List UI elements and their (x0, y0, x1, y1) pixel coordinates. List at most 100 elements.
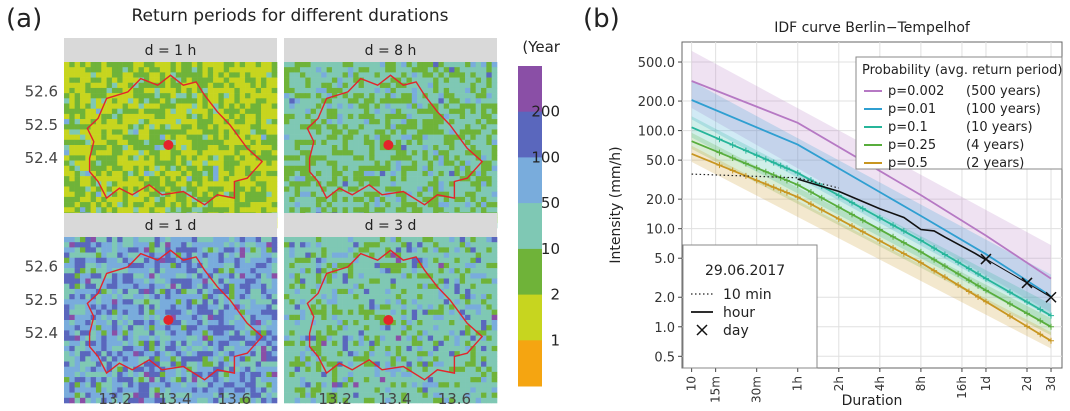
map-cell (117, 237, 123, 243)
map-cell (459, 98, 466, 104)
map-cell (459, 356, 466, 362)
map-cell (427, 181, 434, 187)
map-cell (234, 294, 241, 300)
map-cell (449, 252, 455, 259)
map-cell (143, 387, 150, 393)
map-cell (449, 196, 455, 203)
map-cell (369, 207, 375, 213)
map-cell (305, 356, 311, 362)
map-cell (438, 273, 445, 279)
map-cell (294, 237, 301, 243)
map-cell (347, 181, 354, 187)
map-cell (299, 186, 306, 192)
map-cell (305, 242, 311, 248)
map-cell (218, 278, 225, 284)
map-cell (191, 299, 198, 305)
map-cell (315, 377, 322, 383)
map-cell (239, 98, 246, 104)
map-cell (411, 186, 418, 192)
map-cell (331, 288, 338, 295)
map-cell (353, 72, 359, 78)
map-cell (305, 294, 311, 300)
map-cell (379, 242, 386, 248)
map-cell (369, 335, 375, 342)
map-cell (454, 356, 461, 362)
map-cell (186, 278, 193, 284)
map-cell (417, 186, 423, 192)
map-cell (353, 273, 359, 279)
map-cell (154, 196, 161, 203)
map-cell (197, 165, 203, 172)
map-cell (255, 77, 262, 84)
map-cell (74, 356, 81, 362)
map-cell (390, 145, 397, 151)
map-cell (111, 176, 118, 182)
map-cell (186, 252, 193, 259)
map-cell (159, 87, 166, 94)
map-cell (143, 191, 150, 198)
map-cell (353, 134, 359, 141)
map-cell (138, 93, 145, 99)
map-cell (481, 103, 487, 109)
map-cell (111, 108, 118, 115)
map-cell (459, 288, 466, 295)
map-cell (284, 67, 290, 73)
map-cell (85, 186, 91, 192)
map-cell (159, 119, 166, 125)
map-cell (358, 67, 365, 73)
map-cell (326, 262, 333, 269)
map-cell (289, 145, 295, 151)
map-cell (133, 257, 139, 264)
map-cell (138, 191, 145, 198)
map-cell (85, 268, 91, 274)
map-cell (202, 294, 209, 300)
map-cell (491, 371, 498, 378)
map-cell (395, 160, 402, 167)
map-cell (127, 124, 134, 130)
map-cell (101, 397, 107, 404)
map-cell (443, 247, 450, 253)
map-cell (122, 113, 129, 120)
map-cell (310, 98, 317, 104)
map-cell (143, 361, 150, 367)
map-cell (133, 165, 139, 172)
map-cell (271, 314, 278, 321)
map-cell (353, 294, 359, 300)
map-cell (181, 134, 187, 141)
map-cell (191, 160, 198, 167)
map-cell (342, 155, 349, 161)
map-cell (106, 242, 113, 248)
map-cell (229, 170, 235, 177)
map-cell (69, 191, 75, 198)
map-cell (305, 202, 311, 208)
map-cell (491, 283, 498, 290)
map-cell (417, 155, 423, 161)
map-cell (101, 247, 107, 253)
map-cell (486, 207, 492, 213)
map-cell (261, 113, 267, 120)
map-cell (449, 330, 455, 336)
map-cell (261, 325, 267, 331)
map-cell (331, 361, 338, 367)
map-cell (481, 72, 487, 78)
map-cell (106, 119, 113, 125)
map-cell (245, 330, 251, 336)
map-cell (326, 165, 333, 172)
map-cell (175, 262, 182, 269)
map-cell (379, 119, 386, 125)
map-cell (438, 278, 445, 284)
map-cell (170, 387, 177, 393)
map-cell (229, 371, 235, 378)
map-cell (374, 361, 381, 367)
map-cell (101, 155, 107, 161)
map-cell (266, 202, 272, 208)
map-cell (133, 309, 139, 316)
map-cell (255, 103, 262, 109)
map-cell (175, 268, 182, 274)
map-cell (74, 278, 81, 284)
map-cell (353, 325, 359, 331)
map-cell (385, 160, 391, 167)
map-cell (218, 134, 225, 141)
map-cell (486, 252, 492, 259)
map-cell (353, 335, 359, 342)
